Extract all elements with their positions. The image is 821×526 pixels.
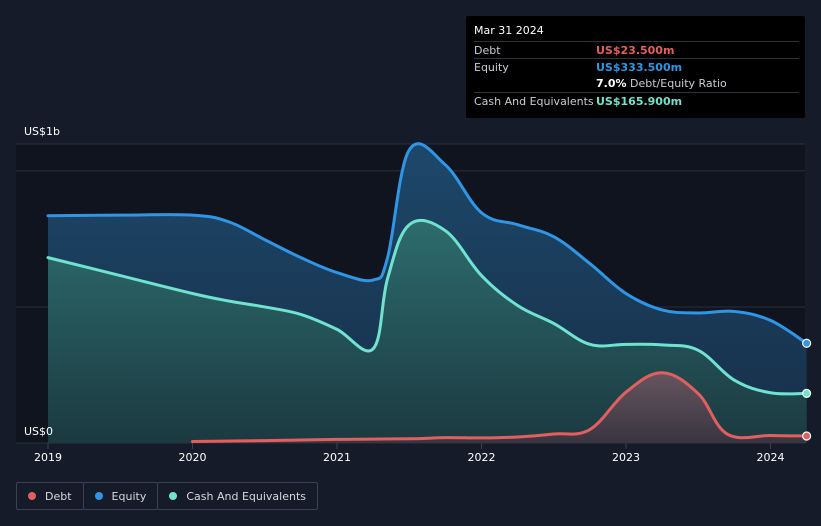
tooltip-date: Mar 31 2024 <box>474 24 544 37</box>
tooltip-debt-label: Debt <box>474 44 501 57</box>
x-tick-label: 2024 <box>757 451 785 464</box>
tooltip-row-ratio: 7.0% Debt/Equity Ratio <box>596 75 796 92</box>
x-axis-ticks: 2019 2020 2021 2022 2023 2024 <box>34 443 785 464</box>
tooltip-cash-value: US$165.900m <box>596 95 683 108</box>
tooltip-cash-label: Cash And Equivalents <box>474 95 594 108</box>
x-tick-label: 2022 <box>468 451 496 464</box>
legend-label-cash: Cash And Equivalents <box>186 489 306 503</box>
tooltip-row-cash: Cash And Equivalents US$165.900m <box>474 92 799 110</box>
x-tick-label: 2020 <box>179 451 207 464</box>
debt-end-point <box>802 431 812 441</box>
chart-legend: Debt Equity Cash And Equivalents <box>16 482 318 510</box>
legend-dot-equity <box>94 492 103 500</box>
cash-end-point <box>802 388 812 398</box>
debt-area <box>192 372 807 443</box>
legend-item-equity[interactable]: Equity <box>82 482 159 510</box>
x-tick-label: 2021 <box>323 451 351 464</box>
tooltip-row-debt: Debt US$23.500m <box>474 41 799 59</box>
legend-dot-debt <box>28 492 36 500</box>
legend-item-debt[interactable]: Debt <box>16 482 84 510</box>
end-markers <box>802 338 812 441</box>
debt-line <box>191 371 809 443</box>
cash-area <box>48 220 807 443</box>
cash-line <box>46 218 809 396</box>
legend-label-equity: Equity <box>111 489 147 503</box>
tooltip-equity-label: Equity <box>474 61 509 74</box>
tooltip-ratio-value: 7.0% <box>596 77 627 90</box>
y-axis-top-label: US$1b <box>24 125 60 138</box>
series-lines <box>46 142 809 443</box>
tooltip-debt-value: US$23.500m <box>596 44 675 57</box>
equity-line <box>46 142 809 345</box>
x-tick-label: 2023 <box>612 451 640 464</box>
x-tick-label: 2019 <box>34 451 62 464</box>
legend-item-cash[interactable]: Cash And Equivalents <box>157 482 318 510</box>
legend-dot-cash <box>169 492 178 500</box>
y-axis-bottom-label: US$0 <box>24 425 53 438</box>
series-areas <box>48 143 807 444</box>
data-tooltip: Mar 31 2024 Debt US$23.500m Equity US$33… <box>466 16 805 118</box>
legend-label-debt: Debt <box>45 489 72 503</box>
tooltip-equity-value: US$333.500m <box>596 61 683 74</box>
tooltip-row-equity: Equity US$333.500m <box>474 58 799 76</box>
tooltip-ratio-label: Debt/Equity Ratio <box>630 77 727 90</box>
equity-end-point <box>802 338 812 348</box>
